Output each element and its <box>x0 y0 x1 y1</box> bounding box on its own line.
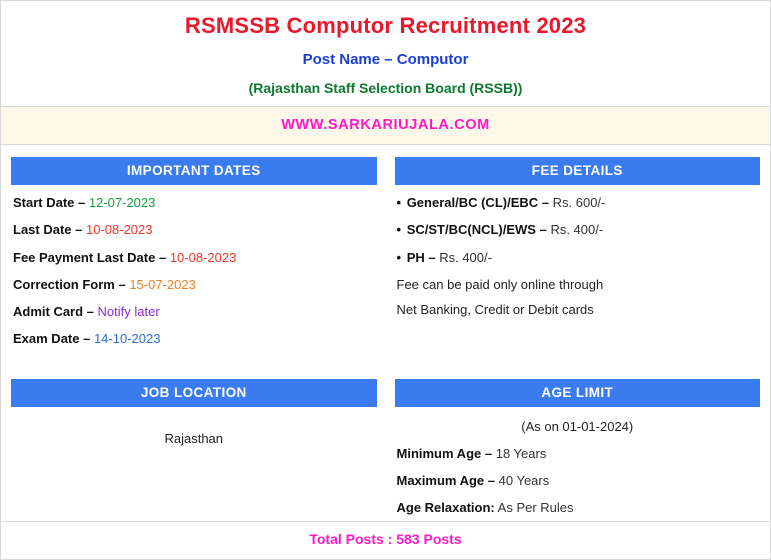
table-row: • SC/ST/BC(NCL)/EWS – Rs. 400/- <box>397 222 759 238</box>
card-heading-important-dates: IMPORTANT DATES <box>11 157 377 185</box>
card-body-important-dates: Start Date – 12-07-2023 Last Date – 10-0… <box>11 185 377 363</box>
row-value: 10-08-2023 <box>86 222 153 238</box>
row-value: As Per Rules <box>497 500 574 515</box>
row-label: Exam Date – <box>13 331 91 347</box>
table-row: Start Date – 12-07-2023 <box>13 195 375 211</box>
total-posts-text: Total Posts : 583 Posts <box>309 531 462 547</box>
card-body-job-location: Rajasthan <box>11 407 377 450</box>
bullet-icon: • <box>396 249 402 265</box>
card-job-location: JOB LOCATION Rajasthan <box>11 375 386 538</box>
bullet-icon: • <box>396 195 402 210</box>
table-row: Correction Form – 15-07-2023 <box>13 277 375 293</box>
row-label: SC/ST/BC(NCL)/EWS – <box>406 222 547 238</box>
row-value: Rs. 600/- <box>552 195 606 210</box>
card-heading-age-limit: AGE LIMIT <box>394 378 760 407</box>
header-block: RSMSSB Computor Recruitment 2023 Post Na… <box>1 1 770 107</box>
info-card-grid: IMPORTANT DATES Start Date – 12-07-2023 … <box>1 145 770 541</box>
table-row: Minimum Age – 18 Years <box>397 446 759 462</box>
table-row: • PH – Rs. 400/- <box>397 250 759 266</box>
website-url-text: WWW.SARKARIUJALA.COM <box>281 117 490 133</box>
table-row: Admit Card – Notify later <box>13 304 375 320</box>
row-value: Notify later <box>97 304 160 319</box>
row-value: Rs. 400/- <box>439 249 492 265</box>
website-banner: WWW.SARKARIUJALA.COM <box>1 107 770 145</box>
card-body-age-limit: (As on 01-01-2024) Minimum Age – 18 Year… <box>395 407 761 532</box>
footer-total-posts: Total Posts : 583 Posts <box>1 521 770 559</box>
table-row: Fee Payment Last Date – 10-08-2023 <box>13 250 375 266</box>
card-age-limit: AGE LIMIT (As on 01-01-2024) Minimum Age… <box>386 375 761 538</box>
board-name: (Rajasthan Staff Selection Board (RSSB)) <box>248 80 523 96</box>
row-label: PH – <box>406 249 436 265</box>
card-heading-fee-details: FEE DETAILS <box>394 157 760 185</box>
row-label: Fee Payment Last Date – <box>13 249 167 265</box>
table-row: Exam Date – 14-10-2023 <box>13 331 375 347</box>
row-value: 18 Years <box>495 445 547 461</box>
table-row: Maximum Age – 40 Years <box>397 473 759 489</box>
fee-note-line-2: Net Banking, Credit or Debit cards <box>396 301 594 317</box>
job-location-value: Rajasthan <box>164 430 224 446</box>
card-fee-details: FEE DETAILS • General/BC (CL)/EBC – Rs. … <box>386 153 761 369</box>
post-name-subtitle: Post Name – Computor <box>302 51 469 68</box>
row-value: 10-08-2023 <box>169 249 237 265</box>
table-row: Last Date – 10-08-2023 <box>13 222 375 238</box>
row-value: 12-07-2023 <box>88 195 156 210</box>
row-label: Maximum Age – <box>396 472 496 488</box>
table-row: Age Relaxation: As Per Rules <box>397 500 759 516</box>
row-value: 15-07-2023 <box>129 276 196 292</box>
fee-note-line-1: Fee can be paid only online through <box>396 276 604 292</box>
card-body-fee-details: • General/BC (CL)/EBC – Rs. 600/- • SC/S… <box>395 185 761 331</box>
bullet-icon: • <box>396 222 402 238</box>
page-title: RSMSSB Computor Recruitment 2023 <box>184 13 587 38</box>
row-value: 14-10-2023 <box>93 331 161 347</box>
row-label: General/BC (CL)/EBC – <box>406 195 549 210</box>
row-label: Last Date – <box>13 222 83 238</box>
row-label: Admit Card – <box>13 304 94 319</box>
row-label: Start Date – <box>13 195 86 210</box>
row-value: Rs. 400/- <box>550 222 604 238</box>
row-label: Correction Form – <box>13 276 126 292</box>
table-row: • General/BC (CL)/EBC – Rs. 600/- <box>397 195 759 211</box>
card-important-dates: IMPORTANT DATES Start Date – 12-07-2023 … <box>11 153 386 369</box>
row-label: Minimum Age – <box>396 445 493 461</box>
card-heading-job-location: JOB LOCATION <box>11 378 377 407</box>
age-as-on-note: (As on 01-01-2024) <box>521 418 634 434</box>
row-value: 40 Years <box>498 472 550 488</box>
row-label: Age Relaxation: <box>396 500 495 515</box>
